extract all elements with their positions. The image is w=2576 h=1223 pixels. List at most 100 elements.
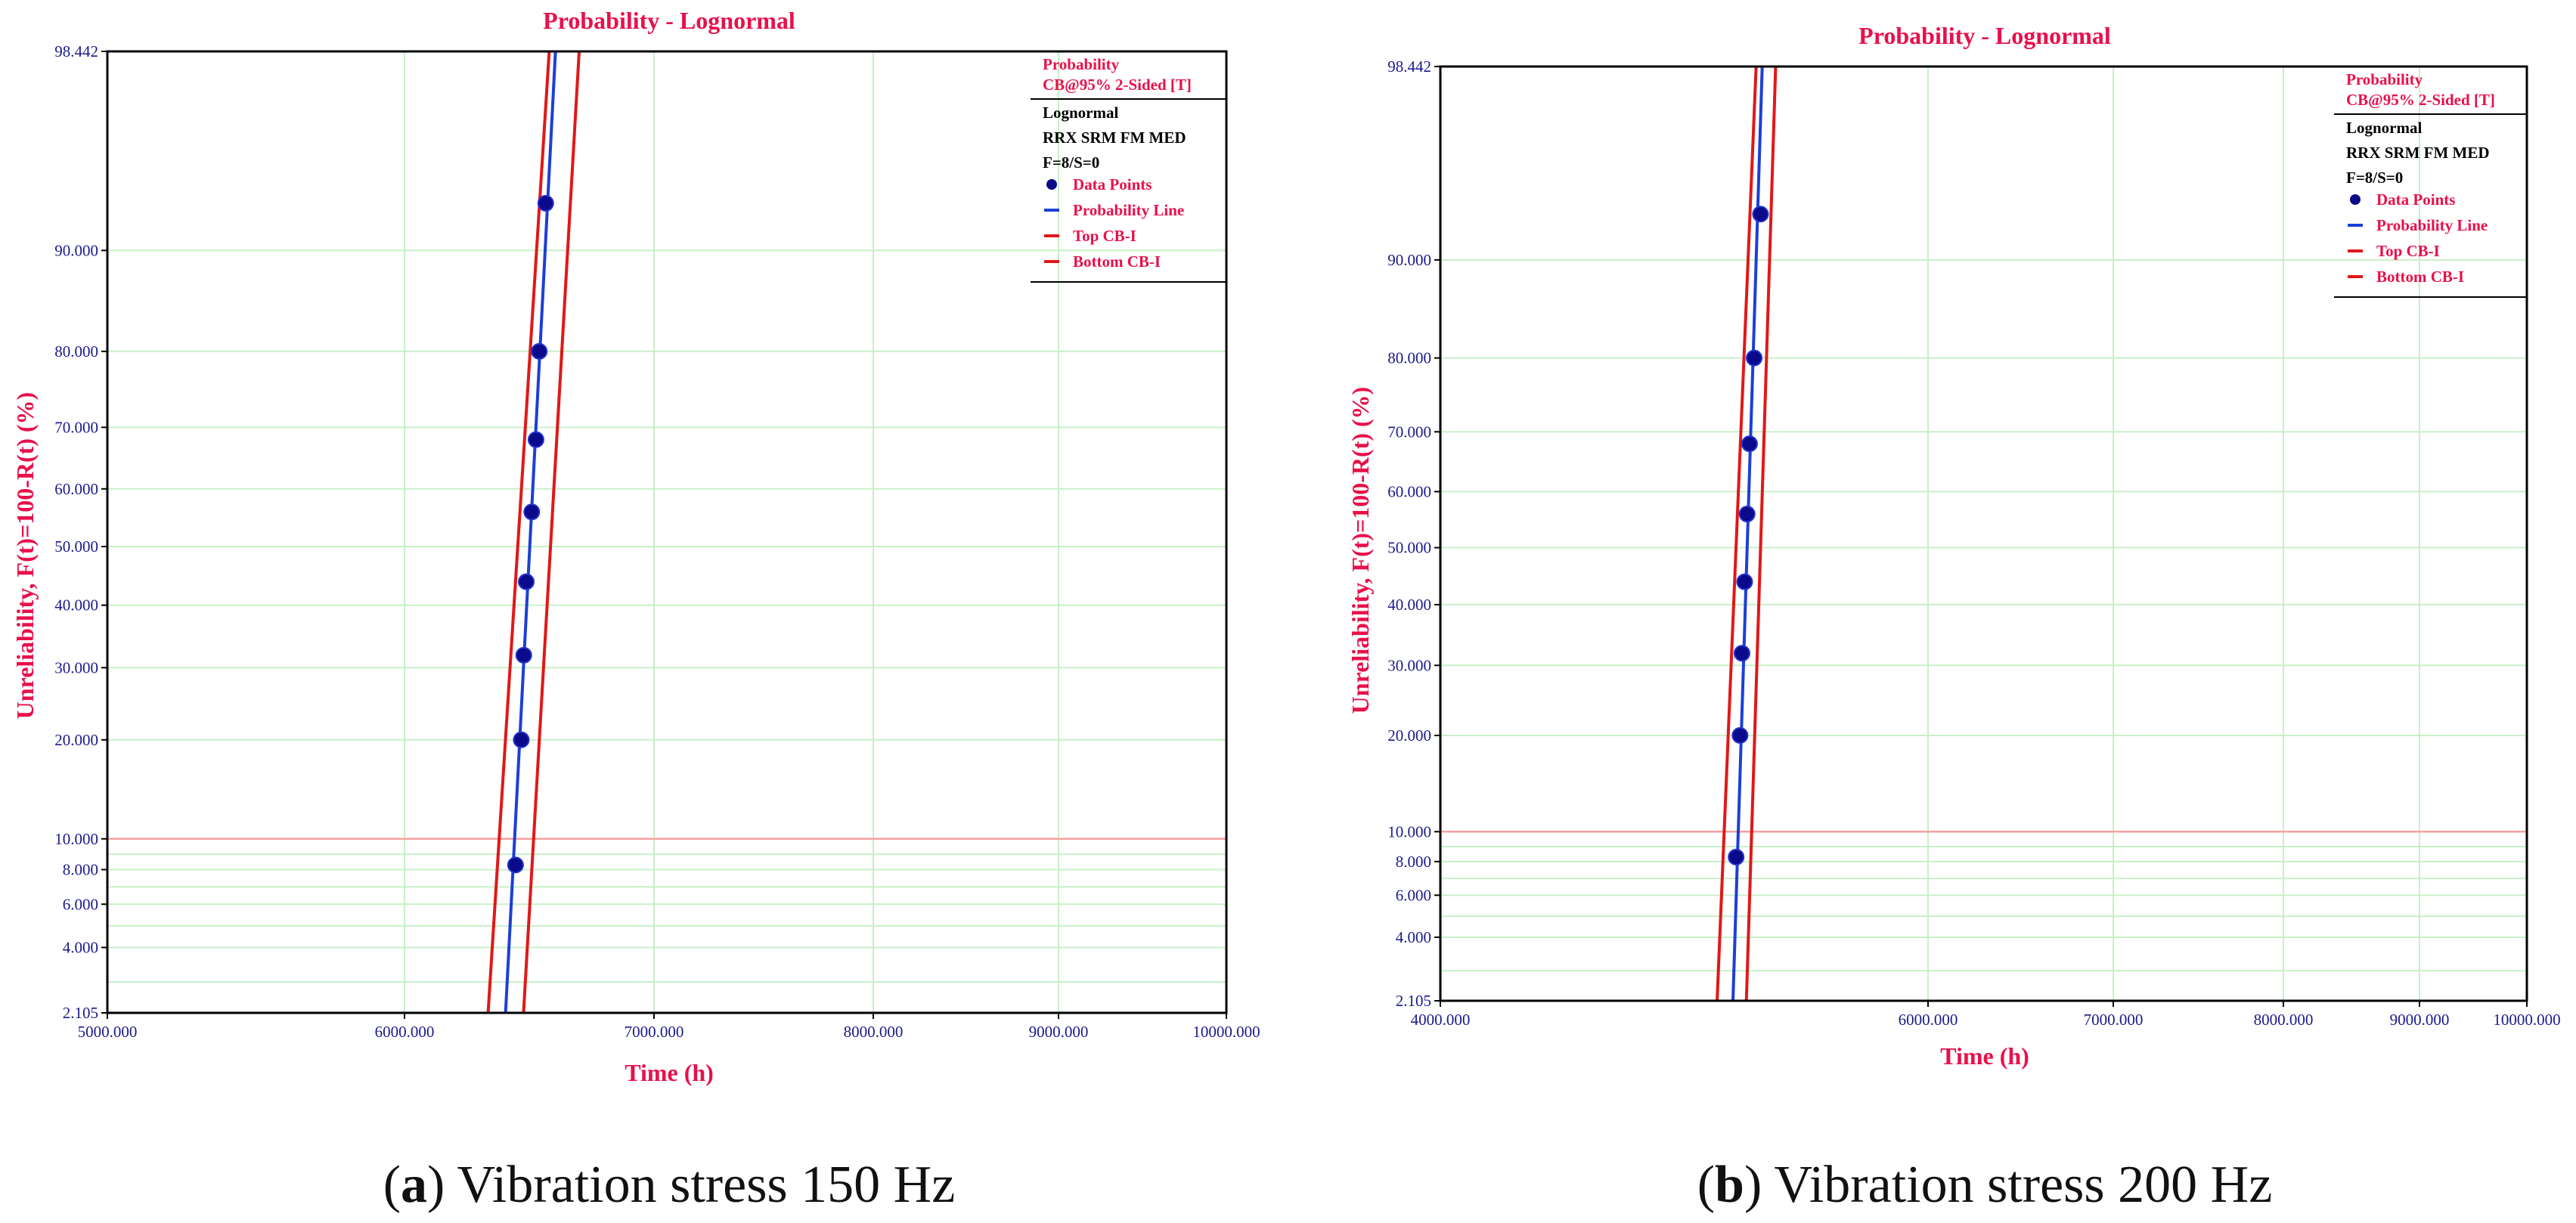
legend-counts: F=8/S=0 [1043,153,1099,172]
data-point [523,503,541,521]
x-tick-label: 4000.000 [1411,1011,1471,1029]
chart-panel-b: Probability - Lognormal Time (h) Unrelia… [1347,22,2561,1214]
y-tick-label: 8.000 [63,860,98,878]
legend-dataset: RRX SRM FM MED [1043,128,1186,147]
data-point [1738,506,1756,523]
data-point [1733,645,1750,662]
x-tick-label: 8000.000 [844,1023,904,1041]
y-tick-label: 90.000 [54,241,98,259]
x-tick-label: 10000.000 [1192,1023,1260,1041]
x-tick-label: 7000.000 [625,1023,684,1041]
legend-entry: Bottom CB-I [2376,268,2464,286]
legend-dataset: RRX SRM FM MED [2346,144,2490,162]
series-lines [1716,67,1778,1001]
x-tick-label: 9000.000 [2390,1011,2450,1029]
y-tick-label: 50.000 [54,537,98,556]
caption: (a) Vibration stress 150 Hz [383,1156,956,1214]
plot-area [1440,67,2527,1001]
y-tick-label: 2.105 [1396,992,1431,1010]
data-point [1731,726,1749,744]
plot-border [1439,65,2528,1002]
chart-panel-a: Probability - Lognormal Time (h) Unrelia… [11,7,1260,1214]
caption-text: Vibration stress 150 Hz [457,1156,956,1214]
caption-letter: b [1715,1156,1744,1214]
legend-header: CB@95% 2-Sided [T] [2346,91,2495,109]
data-point [515,646,532,664]
y-axis-label: Unreliability, F(t)=100-R(t) (%) [1347,387,1374,714]
y-tick-label: 2.105 [63,1004,98,1022]
y-tick-label: 40.000 [1387,596,1431,614]
x-tick-label: 5000.000 [78,1023,138,1041]
legend-model: Lognormal [1043,104,1119,122]
legend-entry: Top CB-I [1073,227,1136,245]
plot-area [107,51,1226,1013]
probability-line [1731,67,1764,1001]
y-tick-label: 80.000 [1387,349,1431,367]
data-point [1728,848,1745,865]
y-tick-label: 30.000 [54,658,98,677]
data-point [507,856,524,874]
legend-header: CB@95% 2-Sided [T] [1043,76,1192,94]
y-tick-label: 70.000 [1387,423,1431,441]
legend-entry: Top CB-I [2376,242,2440,260]
y-tick-label: 40.000 [54,596,98,615]
y-tick-label: 20.000 [54,731,98,749]
y-tick-label: 8.000 [1396,853,1431,871]
y-tick-label: 80.000 [54,342,98,361]
bottom-cb-line [522,51,581,1013]
y-tick-label: 60.000 [1387,482,1431,500]
y-tick-label: 6.000 [63,895,98,913]
data-point [518,573,535,590]
legend-entry: Bottom CB-I [1073,252,1161,271]
y-tick-label: 98.442 [54,42,98,60]
y-tick-label: 30.000 [1387,656,1431,674]
y-tick-label: 70.000 [54,418,98,436]
legend-marker [2350,194,2361,205]
legend-entry: Probability Line [2376,216,2488,234]
y-tick-label: 90.000 [1387,251,1431,269]
plot-border [106,50,1228,1014]
data-point [531,342,548,360]
chart-title: Probability - Lognormal [1858,22,2111,49]
legend-entry: Data Points [2376,190,2455,209]
y-tick-label: 10.000 [54,830,98,848]
bottom-cb-line [1744,67,1778,1001]
legend-entry: Data Points [1073,175,1152,194]
y-axis-label: Unreliability, F(t)=100-R(t) (%) [11,392,39,720]
caption: (b) Vibration stress 200 Hz [1697,1156,2273,1214]
x-axis-label: Time (h) [625,1059,714,1086]
x-axis-label: Time (h) [1940,1042,2029,1070]
data-point [527,431,544,448]
legend-counts: F=8/S=0 [2346,169,2403,187]
y-tick-label: 98.442 [1387,57,1431,76]
legend-header: Probability [2346,70,2423,88]
x-tick-label: 9000.000 [1029,1023,1089,1041]
data-point [1736,573,1753,590]
x-tick-label: 7000.000 [2084,1011,2144,1029]
legend-header: Probability [1043,55,1120,73]
y-tick-label: 60.000 [54,480,98,498]
data-point [1752,206,1769,223]
probability-line [504,51,557,1013]
y-tick-label: 6.000 [1396,886,1431,904]
data-point [513,731,530,748]
legend-entry: Probability Line [1073,201,1184,219]
legend: Probability CB@95% 2-Sided [T] Lognormal RR… [2334,70,2527,298]
data-point [537,194,554,212]
top-cb-line [1716,67,1758,1001]
y-tick-label: 20.000 [1387,726,1431,745]
data-point [1746,349,1763,367]
legend: Probability CB@95% 2-Sided [T] Lognormal RR… [1031,55,1227,283]
top-cb-line [486,51,551,1013]
y-tick-label: 4.000 [1396,928,1431,946]
caption-letter: a [401,1156,427,1214]
chart-title: Probability - Lognormal [543,7,795,34]
x-tick-label: 8000.000 [2254,1011,2314,1029]
caption-text: Vibration stress 200 Hz [1775,1156,2273,1214]
x-tick-label: 6000.000 [1899,1011,1958,1029]
legend-marker [1046,179,1057,190]
x-tick-label: 6000.000 [375,1023,435,1041]
y-tick-label: 50.000 [1387,539,1431,557]
y-tick-label: 4.000 [63,939,98,957]
